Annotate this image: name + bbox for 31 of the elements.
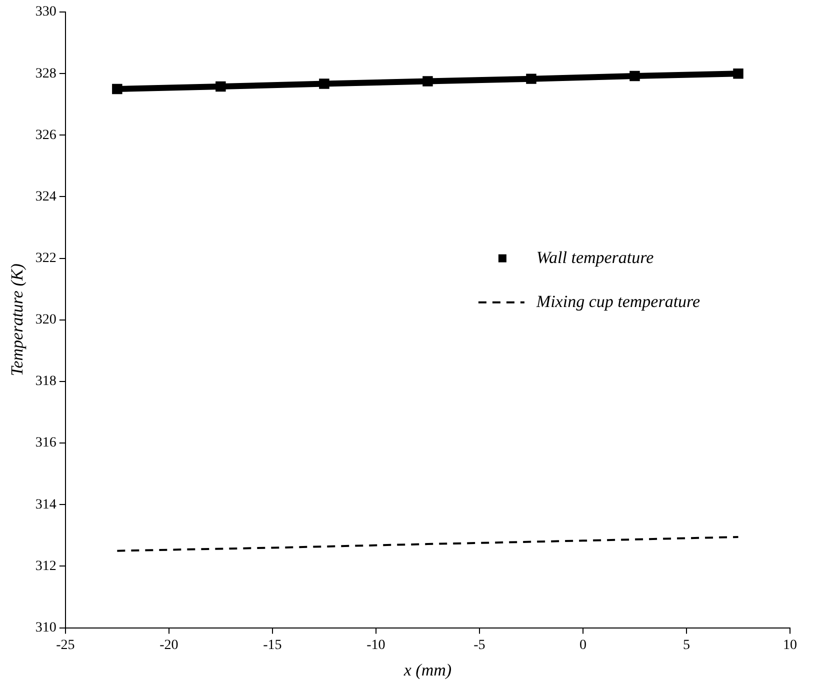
point	[733, 68, 744, 79]
legend-label: Wall temperature	[536, 248, 654, 267]
x-tick-label: -15	[263, 638, 282, 653]
x-tick-label: 5	[682, 638, 690, 653]
y-tick-label: 324	[35, 189, 56, 204]
x-tick-label: -20	[160, 638, 178, 653]
y-tick-label: 318	[35, 374, 56, 390]
x-axis-title: x (mm)	[402, 660, 452, 680]
point	[630, 70, 640, 82]
y-tick-label: 326	[35, 128, 56, 143]
x-tick-label: 10	[783, 638, 797, 653]
legend-label: Mixing cup temperature	[535, 292, 701, 311]
y-axis-title: Temperature (K)	[8, 263, 27, 376]
point	[319, 78, 330, 89]
y-tick-label: 310	[35, 620, 56, 636]
y-tick-label: 330	[35, 4, 56, 20]
point	[216, 81, 226, 92]
y-tick-label: 328	[35, 66, 56, 82]
y-tick-label: 314	[35, 497, 56, 512]
line-series	[116, 536, 740, 552]
point	[422, 76, 433, 86]
y-tick-label: 320	[35, 312, 56, 328]
point	[526, 74, 536, 84]
point	[112, 84, 122, 94]
x-tick-label: -25	[56, 638, 75, 653]
y-tick-label: 312	[35, 558, 56, 574]
x-tick-label: -5	[474, 638, 486, 653]
y-tick-label: 316	[35, 436, 56, 451]
y-tick-label: 322	[35, 250, 56, 266]
x-tick-label: -10	[366, 638, 386, 653]
x-tick-label: 0	[579, 638, 586, 653]
